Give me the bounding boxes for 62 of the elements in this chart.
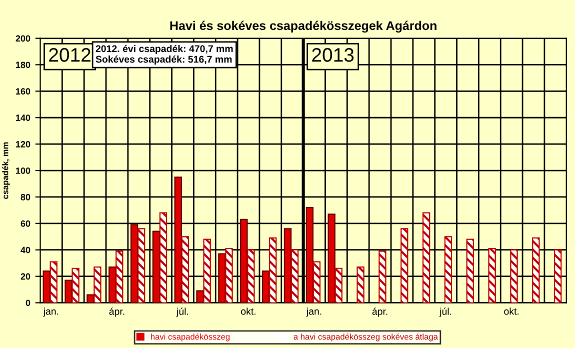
bar xyxy=(116,250,124,303)
annotation: 2012. évi csapadék: 470,7 mm Sokéves csapadék: 516,7 mm xyxy=(96,44,233,65)
bar xyxy=(554,249,562,303)
bar xyxy=(218,253,226,303)
bar xyxy=(328,214,336,303)
bar xyxy=(203,238,211,303)
y-tick-label: 0 xyxy=(26,300,30,306)
x-tick-label: ápr. xyxy=(372,308,388,317)
bar xyxy=(152,230,160,303)
chart-title: Havi és sokéves csapadékösszegek Agárdon xyxy=(170,20,436,33)
y-tick-label: 80 xyxy=(20,194,30,200)
bar xyxy=(444,236,452,303)
bar xyxy=(262,270,270,303)
text: a havi csapadékösszeg sokéves átlaga xyxy=(294,333,438,342)
bar xyxy=(290,249,299,303)
y-axis-title: csapadék, mm xyxy=(2,142,10,199)
y-tick-label: 40 xyxy=(20,246,30,254)
bar xyxy=(422,212,430,303)
bar xyxy=(240,218,248,303)
x-tick-label: ápr. xyxy=(109,308,124,317)
x-tick-label: júl. xyxy=(439,308,452,317)
bar xyxy=(334,268,342,303)
bar xyxy=(312,261,321,303)
bar xyxy=(356,266,364,303)
y-tick-label: 120 xyxy=(16,141,30,148)
bar xyxy=(306,206,314,303)
bar xyxy=(284,228,292,303)
x-tick-label: júl. xyxy=(176,308,188,317)
bar xyxy=(159,212,168,303)
bar xyxy=(181,236,189,303)
y-tick-label: 100 xyxy=(16,167,30,174)
y-tick-label: 160 xyxy=(16,88,30,95)
bar xyxy=(42,270,50,303)
x-tick-label: jan. xyxy=(306,308,322,317)
x-tick-label: okt. xyxy=(241,308,256,315)
legend-label: havi csapadékösszeg xyxy=(150,333,230,342)
bar xyxy=(488,248,496,303)
bar xyxy=(130,224,138,303)
x-tick-label: jan. xyxy=(43,308,58,317)
bar xyxy=(466,238,474,303)
bar xyxy=(108,266,116,303)
bar xyxy=(400,228,408,303)
y-tick-label: 180 xyxy=(16,62,30,68)
bar xyxy=(247,249,255,303)
bar xyxy=(378,250,386,303)
y-tick-label: 20 xyxy=(20,273,30,280)
bar xyxy=(64,280,72,303)
y-tick-label: 140 xyxy=(16,114,30,121)
annotation: 2013 xyxy=(312,48,354,62)
bar xyxy=(94,266,102,303)
y-tick-label: 200 xyxy=(16,35,30,42)
y-tick-label: 60 xyxy=(20,220,30,227)
bar xyxy=(532,237,540,303)
bar xyxy=(137,228,146,303)
bar xyxy=(174,176,182,303)
bar xyxy=(510,249,518,303)
annotation: 2012 xyxy=(49,48,90,62)
bar xyxy=(50,261,58,303)
bar xyxy=(225,248,233,303)
bar xyxy=(72,268,80,303)
bar xyxy=(269,237,277,303)
x-tick-label: okt. xyxy=(504,308,519,315)
